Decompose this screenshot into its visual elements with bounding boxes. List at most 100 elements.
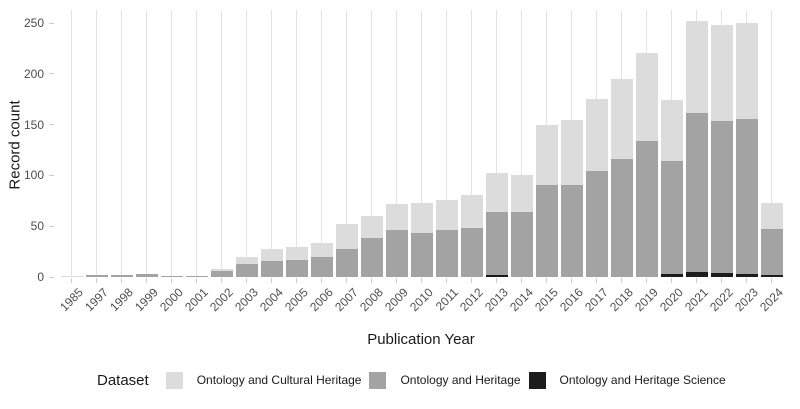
bar-segment-2014 [510, 175, 533, 212]
x-tick-2007 [346, 278, 348, 283]
gridline-2008 [371, 10, 373, 277]
bar-1998 [110, 274, 133, 277]
x-label-2000: 2000 [157, 285, 186, 315]
bar-segment-2002 [210, 270, 233, 277]
bar-segment-2010 [410, 233, 433, 277]
x-tick-2008 [371, 278, 373, 283]
heritage-science-swatch [528, 371, 546, 389]
bar-segment-2009 [385, 230, 408, 277]
bar-segment-2013 [485, 274, 508, 277]
bar-segment-2009 [385, 203, 408, 231]
bar-segment-2023 [735, 118, 758, 274]
gridline-2006 [321, 10, 323, 277]
bar-segment-2019 [635, 53, 658, 141]
y-tick-100 [49, 174, 54, 176]
bar-2024 [760, 202, 783, 277]
bar-segment-2005 [285, 259, 308, 277]
gridline-2002 [221, 10, 223, 277]
y-label-0: 0 [37, 270, 44, 284]
bar-segment-2023 [735, 23, 758, 119]
bar-segment-2016 [560, 119, 583, 185]
y-tick-50 [49, 225, 54, 227]
x-tick-2001 [196, 278, 198, 283]
bar-2023 [735, 23, 758, 277]
x-tick-2019 [646, 278, 648, 283]
bar-segment-2022 [710, 272, 733, 277]
gridline-2003 [246, 10, 248, 277]
y-tick-250 [49, 22, 54, 24]
bar-segment-2018 [610, 78, 633, 160]
legend-title: Dataset [97, 371, 149, 389]
x-tick-2013 [496, 278, 498, 283]
x-tick-2022 [721, 278, 723, 283]
gridline-2014 [521, 10, 523, 277]
bar-segment-2006 [310, 256, 333, 277]
gridline-2012 [471, 10, 473, 277]
x-tick-2002 [221, 278, 223, 283]
gridline-1985 [71, 10, 73, 277]
bar-segment-2024 [760, 202, 783, 230]
bar-segment-1998 [110, 274, 133, 277]
bar-2017 [585, 99, 608, 277]
bar-segment-2011 [435, 230, 458, 277]
x-label-2007: 2007 [332, 285, 361, 315]
x-label-2003: 2003 [232, 285, 261, 315]
x-label-2024: 2024 [757, 285, 786, 315]
bar-segment-2013 [485, 211, 508, 275]
x-label-2015: 2015 [532, 285, 561, 315]
x-label-2020: 2020 [657, 285, 686, 315]
bar-segment-2006 [310, 243, 333, 257]
bar-2009 [385, 203, 408, 277]
legend-item-heritage-science: Ontology and Heritage Science [528, 371, 726, 389]
bar-segment-2011 [435, 199, 458, 231]
x-tick-1997 [96, 278, 98, 283]
x-label-2001: 2001 [182, 285, 211, 315]
x-label-1985: 1985 [57, 285, 86, 315]
bar-segment-2024 [760, 229, 783, 275]
gridline-2024 [771, 10, 773, 277]
bar-segment-2019 [635, 140, 658, 277]
bar-segment-2005 [285, 246, 308, 260]
bar-2019 [635, 53, 658, 277]
legend-label: Ontology and Heritage Science [559, 373, 726, 387]
x-label-2016: 2016 [557, 285, 586, 315]
bar-segment-2015 [535, 184, 558, 277]
x-tick-2010 [421, 278, 423, 283]
x-label-2014: 2014 [507, 285, 536, 315]
bar-segment-2004 [260, 248, 283, 261]
bar-segment-2014 [510, 211, 533, 277]
x-tick-2014 [521, 278, 523, 283]
bar-segment-2020 [660, 100, 683, 162]
x-label-2017: 2017 [582, 285, 611, 315]
x-label-2002: 2002 [207, 285, 236, 315]
bar-segment-2020 [660, 161, 683, 274]
x-label-2006: 2006 [307, 285, 336, 315]
bar-segment-2015 [535, 124, 558, 185]
x-tick-1999 [146, 278, 148, 283]
bar-segment-1999 [135, 273, 158, 277]
bar-segment-2024 [760, 274, 783, 277]
bar-segment-2021 [685, 113, 708, 272]
bar-2004 [260, 248, 283, 277]
bar-segment-2017 [585, 99, 608, 172]
bar-segment-2016 [560, 184, 583, 277]
x-tick-1998 [121, 278, 123, 283]
cultural-heritage-swatch [165, 371, 183, 389]
gridline-1997 [96, 10, 98, 277]
x-tick-2009 [396, 278, 398, 283]
bar-2018 [610, 78, 633, 277]
bar-segment-2018 [610, 159, 633, 277]
legend: Dataset Ontology and Cultural Heritage O… [97, 363, 726, 397]
x-tick-2024 [771, 278, 773, 283]
gridline-2001 [196, 10, 198, 277]
bar-2021 [685, 20, 708, 277]
bar-segment-1985 [60, 275, 83, 277]
gridline-1998 [121, 10, 123, 277]
bar-2022 [710, 25, 733, 277]
bar-segment-2002 [210, 268, 233, 271]
bar-2003 [235, 256, 258, 277]
gridline-2013 [496, 10, 498, 277]
bar-2020 [660, 100, 683, 277]
bar-segment-2007 [335, 224, 358, 249]
bar-segment-2022 [710, 25, 733, 121]
